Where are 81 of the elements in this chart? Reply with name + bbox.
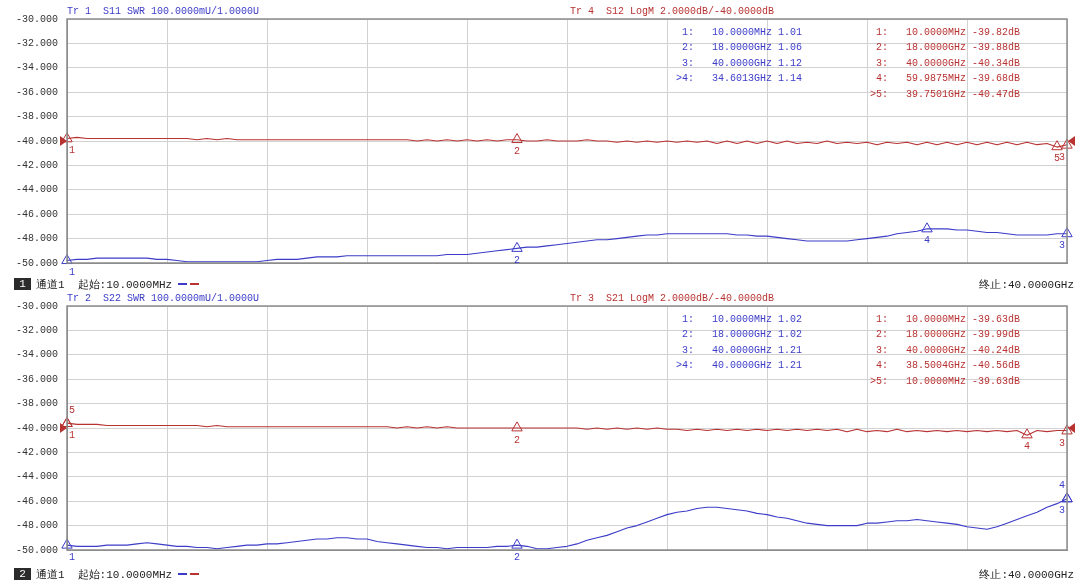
annotation: 1: 10.0000MHz 1.02	[681, 313, 802, 325]
text: 起始:10.0000MHz	[77, 567, 173, 582]
y-tick-label: -40.000	[15, 422, 58, 434]
annotation: >5: 39.7501GHz -40.47dB	[869, 88, 1020, 100]
y-tick-label: -50.000	[15, 544, 58, 556]
annotation: 2	[513, 434, 521, 446]
point	[511, 421, 523, 432]
text: Tr 2 S22 SWR 100.0000mU/1.0000U	[67, 293, 260, 304]
point	[1061, 227, 1073, 238]
y-tick-label: -34.000	[15, 349, 58, 361]
y-tick-label: -30.000	[15, 300, 58, 312]
y-tick-label: -50.000	[15, 257, 58, 269]
text: 通道1	[36, 567, 65, 582]
annotation: 4	[1058, 480, 1066, 492]
annotation: 4	[1023, 441, 1031, 453]
y-tick-label: -40.000	[15, 135, 58, 147]
point	[511, 133, 523, 144]
y-tick-label: -44.000	[15, 471, 58, 483]
annotation: 1	[68, 430, 76, 442]
annotation: 2	[513, 255, 521, 266]
point	[1061, 424, 1073, 435]
annotation: 4: 38.5004GHz -40.56dB	[875, 360, 1020, 372]
point	[511, 241, 523, 252]
point	[1021, 428, 1033, 439]
point	[921, 222, 933, 233]
point	[1051, 140, 1063, 151]
annotation: 3	[1058, 505, 1066, 517]
y-tick-label: -44.000	[15, 184, 58, 196]
annotation: 2	[513, 146, 521, 158]
point	[511, 538, 523, 549]
y-tick-label: -48.000	[15, 233, 58, 245]
point	[61, 254, 73, 265]
text: Tr 1 S11 SWR 100.0000mU/1.0000U	[67, 6, 260, 17]
annotation: >4: 40.0000GHz 1.21	[675, 360, 802, 372]
y-tick-label: -34.000	[15, 62, 58, 74]
text: Tr 3 S21 LogM 2.0000dB/-40.0000dB	[570, 293, 775, 304]
annotation: 5	[1053, 153, 1061, 165]
annotation: 3: 40.0000GHz -40.34dB	[875, 57, 1020, 69]
y-tick-label: -46.000	[15, 495, 58, 507]
annotation: 3	[1058, 240, 1066, 252]
y-tick-label: -32.000	[15, 325, 58, 337]
annotation: >5: 10.0000MHz -39.63dB	[869, 375, 1020, 387]
annotation: 3	[1058, 151, 1066, 163]
annotation: 2: 18.0000GHz 1.06	[681, 42, 802, 54]
annotation: 2: 18.0000GHz 1.02	[681, 329, 802, 341]
y-tick-label: -32.000	[15, 38, 58, 50]
text: 终止:40.0000GHz	[979, 278, 1074, 291]
y-tick-label: -36.000	[15, 373, 58, 385]
point	[1061, 138, 1073, 149]
annotation: 3: 40.0000GHz -40.24dB	[875, 344, 1020, 356]
annotation: 1	[68, 145, 76, 157]
badge: 1	[14, 278, 31, 290]
text: 起始:10.0000MHz	[77, 277, 173, 292]
annotation: 2	[513, 551, 521, 563]
y-tick-label: -38.000	[15, 111, 58, 123]
point	[61, 538, 73, 549]
y-tick-label: -42.000	[15, 160, 58, 172]
annotation: 1: 10.0000MHz -39.82dB	[875, 26, 1020, 38]
text: Tr 4 S12 LogM 2.0000dB/-40.0000dB	[570, 6, 775, 17]
badge: 2	[14, 568, 31, 580]
annotation: 2: 18.0000GHz -39.88dB	[875, 42, 1020, 54]
annotation: 3: 40.0000GHz 1.21	[681, 344, 802, 356]
annotation: 1	[68, 551, 76, 563]
annotation: 1: 10.0000MHz -39.63dB	[875, 313, 1020, 325]
y-tick-label: -38.000	[15, 398, 58, 410]
annotation: 1	[68, 267, 76, 279]
annotation: 5	[68, 405, 76, 417]
y-tick-label: -30.000	[15, 13, 58, 25]
annotation: 3	[1058, 437, 1066, 449]
y-tick-label: -36.000	[15, 86, 58, 98]
y-tick-label: -48.000	[15, 520, 58, 532]
annotation: 4	[923, 235, 931, 247]
annotation: 3: 40.0000GHz 1.12	[681, 57, 802, 69]
text: 通道1	[36, 277, 65, 292]
annotation: >4: 34.6013GHz 1.14	[675, 73, 802, 85]
y-tick-label: -42.000	[15, 447, 58, 459]
y-tick-label: -46.000	[15, 208, 58, 220]
annotation: 4: 59.9875MHz -39.68dB	[875, 73, 1020, 85]
text: 终止:40.0000GHz	[979, 568, 1074, 581]
annotation: 1: 10.0000MHz 1.01	[681, 26, 802, 38]
annotation: 2: 18.0000GHz -39.99dB	[875, 329, 1020, 341]
